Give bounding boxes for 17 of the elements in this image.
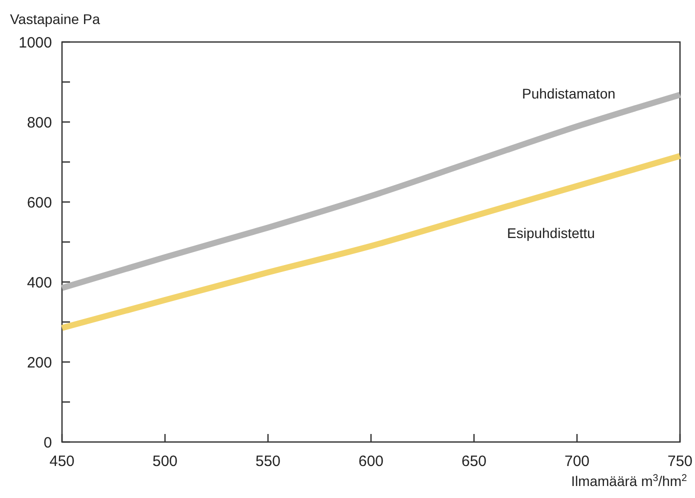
y-axis-title: Vastapaine Pa	[10, 11, 100, 27]
y-tick-label: 1000	[18, 34, 52, 52]
x-tick-label: 650	[461, 453, 487, 470]
x-tick-label: 750	[667, 453, 693, 470]
x-tick-label: 500	[152, 453, 178, 470]
y-tick-label: 400	[26, 274, 52, 292]
series-label: Esipuhdistettu	[507, 225, 595, 241]
y-tick-label: 200	[26, 354, 52, 372]
x-tick-label: 450	[49, 453, 75, 470]
x-tick-label: 700	[564, 453, 590, 470]
x-axis-title: Ilmamäärä m$^{3}$/hm$^{2}$	[571, 472, 687, 489]
series-label: Puhdistamaton	[522, 85, 616, 102]
y-tick-label: 0	[44, 434, 52, 452]
x-tick-label: 550	[255, 453, 281, 470]
y-tick-label: 800	[26, 114, 52, 132]
x-tick-label: 600	[358, 453, 384, 470]
y-tick-label: 600	[26, 194, 52, 212]
